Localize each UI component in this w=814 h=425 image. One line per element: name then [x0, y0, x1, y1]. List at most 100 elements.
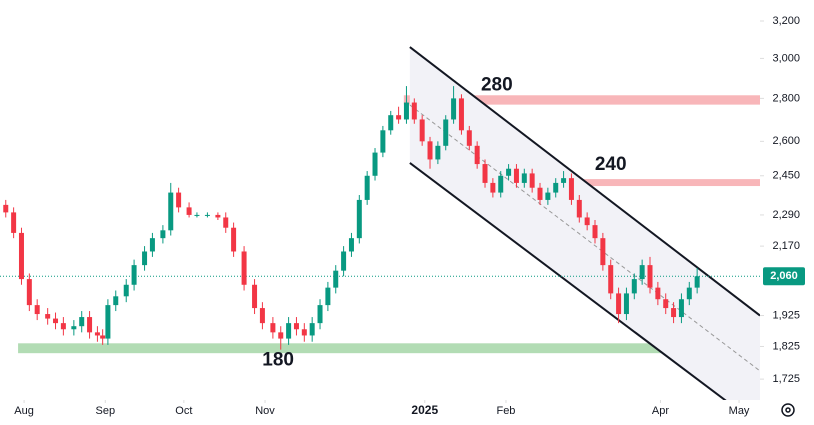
candle-body	[553, 182, 559, 193]
candle-body	[388, 115, 394, 131]
candle-body	[309, 323, 315, 336]
candle-body	[639, 265, 645, 280]
candle-body	[53, 318, 59, 324]
annotation: 180	[262, 350, 294, 371]
x-tick-label: Feb	[496, 405, 515, 417]
candle-body	[223, 217, 229, 228]
candle-body	[411, 102, 417, 120]
y-tick-label: 2,600	[772, 135, 800, 147]
y-tick-label: 2,170	[772, 240, 800, 252]
y-tick-label: 1,725	[772, 373, 800, 385]
candle-body	[427, 141, 433, 160]
candle-body	[105, 305, 111, 339]
candle-body	[26, 279, 32, 306]
y-tick-label: 3,000	[772, 52, 800, 64]
candle-body	[396, 115, 402, 120]
candle-body	[482, 164, 488, 183]
y-tick-label: 1,825	[772, 340, 800, 352]
candle-body	[94, 332, 100, 336]
candle-body	[79, 317, 85, 327]
candle-body	[686, 287, 692, 300]
channel-line	[409, 46, 760, 317]
candle-body	[443, 119, 449, 146]
candle-body	[18, 232, 24, 280]
candle-body	[142, 251, 148, 266]
x-tick-label: Nov	[255, 405, 275, 417]
candle-body	[149, 238, 155, 252]
candle-body	[241, 251, 247, 285]
candle-body	[325, 287, 331, 306]
candle-body	[100, 335, 106, 339]
y-tick-label: 2,290	[772, 209, 800, 221]
last-price-box	[763, 267, 805, 286]
zone	[403, 95, 760, 105]
candle-body	[259, 308, 265, 324]
candle-body	[506, 168, 512, 176]
annotation: 280	[481, 75, 513, 96]
candle-body	[270, 323, 276, 333]
candle-body	[356, 199, 362, 239]
last-price-label: 2,060	[770, 270, 798, 282]
candle-body	[513, 168, 519, 183]
candle-body	[60, 323, 66, 330]
candle-body	[301, 329, 307, 336]
candle-body	[186, 207, 192, 215]
candle-body	[568, 178, 574, 200]
candle-body	[215, 214, 221, 218]
settings-icon[interactable]	[781, 403, 795, 417]
candle-body	[608, 265, 614, 294]
candle-body	[671, 308, 677, 318]
zone	[18, 343, 760, 354]
candle-body	[600, 238, 606, 266]
candle-body	[123, 284, 129, 297]
x-tick-label: May	[729, 405, 750, 417]
candle-body	[380, 130, 386, 153]
candle-body	[364, 175, 370, 200]
candle-body	[293, 323, 299, 330]
candle-body	[529, 173, 535, 188]
candle-body	[252, 284, 258, 309]
annotation: 240	[595, 154, 627, 175]
candle-body	[278, 332, 284, 339]
candle-body	[678, 299, 684, 318]
candle-body	[663, 299, 669, 309]
candle-body	[113, 296, 119, 306]
candle-body	[34, 305, 40, 315]
y-tick-label: 2,800	[772, 92, 800, 104]
candle-body	[286, 323, 292, 339]
x-tick-label: Apr	[652, 405, 669, 417]
candle-body	[71, 326, 77, 330]
candle-body	[231, 227, 237, 252]
x-tick-label: 2025	[411, 403, 438, 417]
candle-body	[490, 182, 496, 193]
candle-body	[372, 152, 378, 176]
x-tick-label: Oct	[175, 405, 192, 417]
candle-body	[655, 287, 661, 300]
candle-body	[694, 276, 700, 288]
y-tick-label: 3,200	[772, 15, 800, 27]
candle-body	[576, 199, 582, 218]
candle-body	[194, 214, 200, 216]
channel-midline	[409, 104, 760, 372]
candle-body	[160, 230, 166, 239]
candle-body	[3, 204, 9, 213]
candle-body	[204, 214, 210, 216]
candle-body	[458, 98, 464, 131]
candle-body	[176, 192, 182, 208]
candle-body	[317, 305, 323, 324]
x-tick-label: Aug	[14, 405, 34, 417]
candle-body	[498, 175, 504, 193]
candle-body	[466, 130, 472, 146]
candle-body	[403, 102, 409, 120]
candle-body	[419, 119, 425, 142]
candle-body	[435, 145, 441, 160]
candle-body	[474, 145, 480, 165]
candle-body	[341, 251, 347, 271]
y-tick-label: 1,925	[772, 309, 800, 321]
candle-body	[616, 293, 622, 315]
zone	[568, 179, 760, 187]
candle-body	[87, 317, 93, 333]
candle-body	[592, 225, 598, 239]
candle-body	[333, 270, 339, 288]
